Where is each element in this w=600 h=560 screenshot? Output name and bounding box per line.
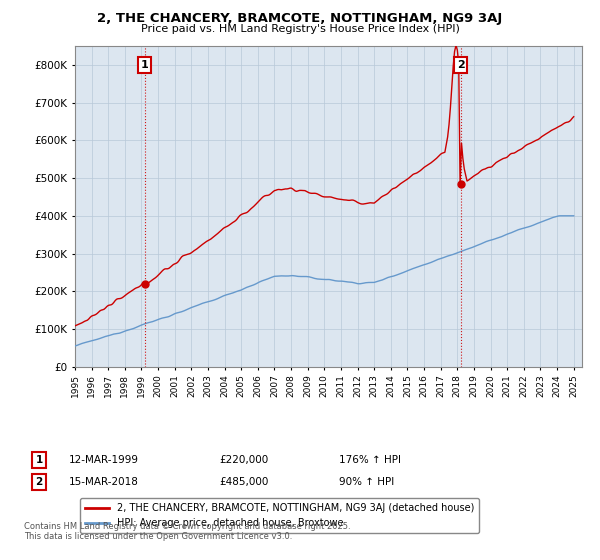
Text: 15-MAR-2018: 15-MAR-2018: [69, 477, 139, 487]
Text: Contains HM Land Registry data © Crown copyright and database right 2025.
This d: Contains HM Land Registry data © Crown c…: [24, 522, 350, 542]
Text: 1: 1: [35, 455, 43, 465]
Text: 2: 2: [457, 60, 464, 70]
Text: 12-MAR-1999: 12-MAR-1999: [69, 455, 139, 465]
Text: £220,000: £220,000: [219, 455, 268, 465]
Text: 176% ↑ HPI: 176% ↑ HPI: [339, 455, 401, 465]
Text: 2, THE CHANCERY, BRAMCOTE, NOTTINGHAM, NG9 3AJ: 2, THE CHANCERY, BRAMCOTE, NOTTINGHAM, N…: [97, 12, 503, 25]
Text: 90% ↑ HPI: 90% ↑ HPI: [339, 477, 394, 487]
Text: 1: 1: [141, 60, 149, 70]
Legend: 2, THE CHANCERY, BRAMCOTE, NOTTINGHAM, NG9 3AJ (detached house), HPI: Average pr: 2, THE CHANCERY, BRAMCOTE, NOTTINGHAM, N…: [80, 498, 479, 533]
Text: Price paid vs. HM Land Registry's House Price Index (HPI): Price paid vs. HM Land Registry's House …: [140, 24, 460, 34]
Text: 2: 2: [35, 477, 43, 487]
Text: £485,000: £485,000: [219, 477, 268, 487]
